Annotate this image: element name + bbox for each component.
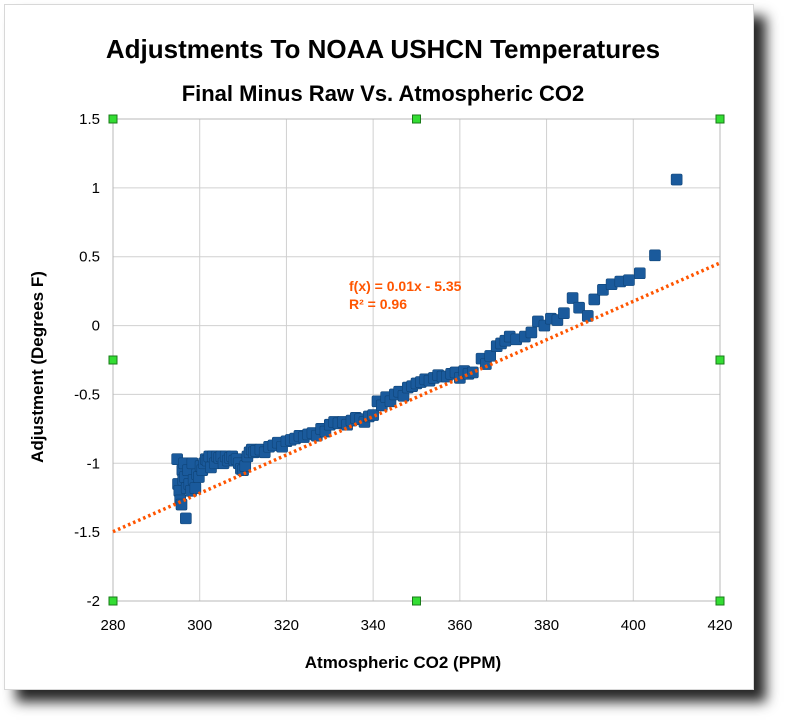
x-tick-label: 360 [447, 617, 472, 634]
x-tick-label: 300 [187, 617, 212, 634]
resize-handle[interactable] [412, 114, 421, 124]
y-axis-tick-labels: 1.5 1 0.5 0 -0.5 -1 -1.5 -2 [74, 111, 100, 610]
data-point [623, 274, 635, 286]
x-tick-label: 320 [274, 617, 299, 634]
selection-handles[interactable] [108, 114, 725, 606]
y-tick-label: -1 [87, 455, 100, 472]
trendline [112, 261, 721, 534]
y-tick-label: -1.5 [74, 524, 100, 541]
data-point [573, 301, 585, 314]
data-point [558, 307, 570, 319]
resize-handle[interactable] [108, 355, 118, 365]
y-tick-label: 0 [92, 318, 100, 335]
data-point [633, 267, 646, 280]
resize-handle[interactable] [715, 596, 725, 606]
y-tick-label: 1 [92, 180, 100, 197]
chart-frame: Adjustments To NOAA USHCN Temperatures F… [4, 4, 754, 690]
data-point [525, 326, 538, 339]
data-points [171, 173, 683, 525]
y-axis-title: Adjustment (Degrees F) [28, 271, 47, 463]
x-axis-title: Atmospheric CO2 (PPM) [305, 653, 501, 672]
resize-handle[interactable] [108, 114, 118, 124]
resize-handle[interactable] [715, 355, 725, 365]
resize-handle[interactable] [412, 596, 421, 606]
data-point [484, 350, 497, 362]
trendline-r-squared: R² = 0.96 [349, 296, 407, 312]
scatter-chart: Adjustments To NOAA USHCN Temperatures F… [5, 5, 753, 689]
y-tick-label: 0.5 [79, 249, 100, 266]
chart-subtitle: Final Minus Raw Vs. Atmospheric CO2 [182, 81, 585, 106]
x-tick-label: 400 [621, 617, 646, 634]
resize-handle[interactable] [108, 596, 118, 606]
x-tick-label: 380 [534, 617, 559, 634]
y-tick-label: 1.5 [79, 111, 100, 128]
y-tick-label: -0.5 [74, 386, 100, 403]
data-point [670, 173, 683, 186]
data-point [649, 249, 661, 262]
x-axis-tick-labels: 280 300 320 340 360 380 400 420 [100, 617, 732, 634]
chart-title: Adjustments To NOAA USHCN Temperatures [106, 34, 660, 64]
data-point [180, 512, 192, 525]
x-tick-label: 420 [707, 617, 732, 634]
y-tick-label: -2 [87, 593, 100, 610]
trendline-equation: f(x) = 0.01x - 5.35 [349, 278, 462, 294]
data-point [367, 409, 379, 421]
resize-handle[interactable] [715, 114, 725, 124]
x-tick-label: 280 [100, 617, 125, 634]
data-point [566, 292, 579, 304]
data-point [588, 293, 601, 306]
x-tick-label: 340 [361, 617, 386, 634]
